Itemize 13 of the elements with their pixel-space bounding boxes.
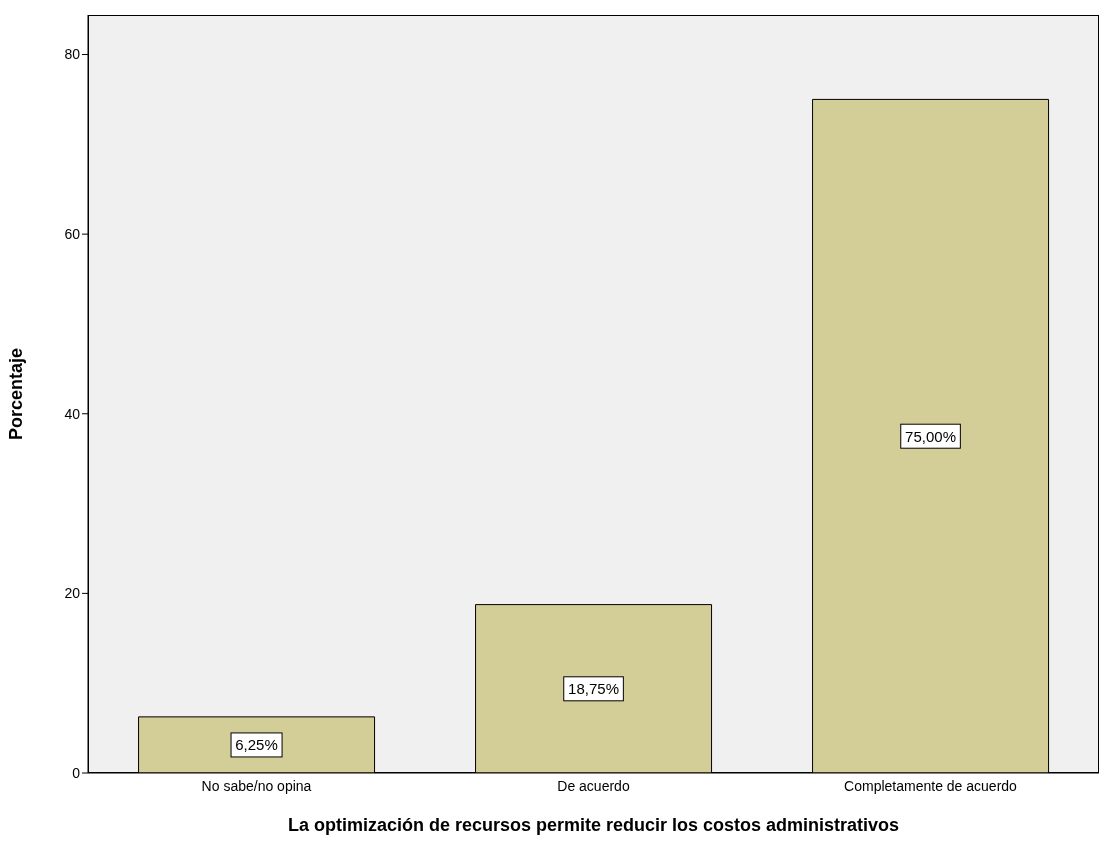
y-axis-title: Porcentaje xyxy=(6,347,27,441)
y-tick-label: 20 xyxy=(64,585,81,602)
x-tick-label: Completamente de acuerdo xyxy=(844,777,1018,794)
x-axis-title: La optimización de recursos permite reducir los costos administrativos xyxy=(287,815,900,835)
y-tick-label: 0 xyxy=(72,764,81,781)
x-tick-label: De acuerdo xyxy=(557,777,630,794)
y-tick-label: 40 xyxy=(64,405,81,422)
y-tick-label: 80 xyxy=(64,46,81,63)
data-label: 6,25% xyxy=(235,736,278,754)
y-tick-label: 60 xyxy=(64,226,81,243)
data-label: 75,00% xyxy=(905,427,956,445)
data-label: 18,75% xyxy=(568,680,619,698)
x-tick-label: No sabe/no opina xyxy=(201,777,312,794)
